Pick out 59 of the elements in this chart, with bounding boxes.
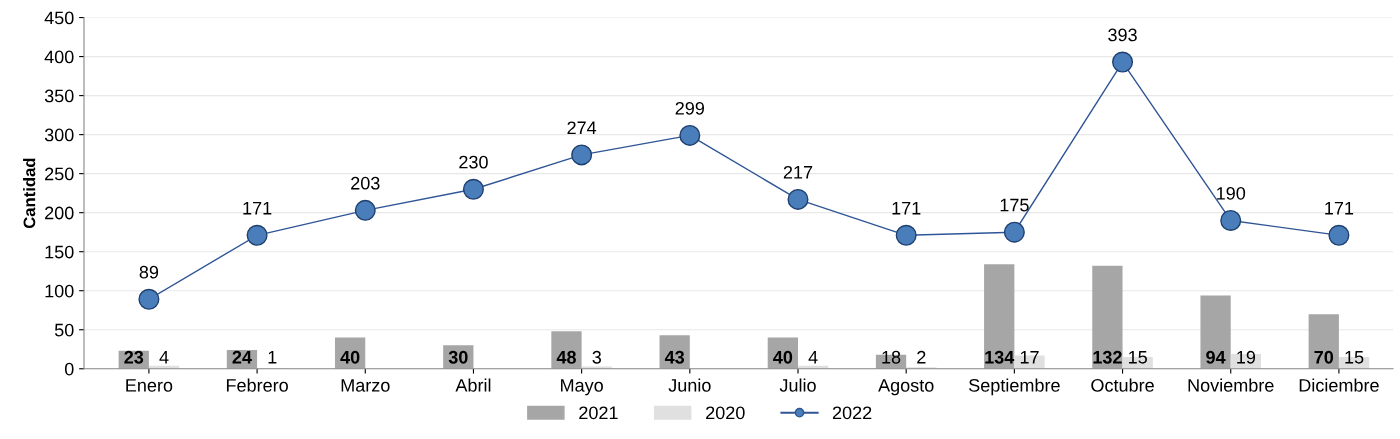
data-label: 24 [232,350,252,364]
y-tick-label: 450 [44,11,74,25]
x-tick-label: Julio [779,378,816,392]
y-tick-label: 350 [44,89,74,103]
data-label: 18 [882,350,901,364]
x-tick-label: Noviembre [1188,378,1274,392]
y-tick-label: 50 [54,323,74,337]
x-tick-label: Abril [455,378,491,392]
data-label: 48 [556,350,576,364]
data-label: 393 [1108,28,1137,42]
data-label: 4 [159,351,169,364]
data-label: 94 [1206,350,1226,364]
x-tick-label: Diciembre [1299,378,1379,392]
data-label: 171 [243,201,272,215]
x-tick-label: Octubre [1091,378,1154,392]
x-tick-label: Septiembre [969,378,1060,396]
y-tick-label: 100 [45,284,74,298]
y-tick-label: 150 [45,245,74,259]
data-label: 190 [1217,186,1246,200]
x-tick-label: Agosto [878,379,934,396]
y-tick-label: 0 [64,362,74,376]
data-label: 171 [1325,201,1354,215]
data-label: 19 [1237,350,1256,364]
data-label: 274 [567,121,597,134]
data-label: 217 [783,165,813,179]
x-tick-label: Enero [126,379,173,392]
x-tick-label: Febrero [226,378,288,392]
legend-label: 2022 [832,406,872,420]
y-tick-label: 200 [45,206,74,220]
y-axis-title: Cantidad [23,158,36,229]
data-label: 89 [139,265,159,279]
x-tick-label: Junio [668,378,711,392]
data-label: 15 [1129,351,1147,364]
data-label: 70 [1314,350,1334,364]
data-label: 43 [664,350,685,364]
legend-label: 2020 [706,406,745,420]
y-tick-label: 300 [44,128,74,142]
y-tick-label: 250 [45,167,74,181]
data-label: 203 [351,176,380,190]
data-label: 4 [808,351,818,364]
data-label: 17 [1020,351,1039,364]
x-tick-label: Marzo [341,379,390,392]
data-label: 40 [773,350,793,364]
data-label: 132 [1093,350,1122,364]
x-tick-label: Mayo [561,379,603,396]
data-label: 15 [1345,351,1364,364]
data-label: 1 [268,351,277,364]
data-label: 175 [1000,198,1029,212]
data-label: 134 [985,350,1015,364]
data-label: 30 [448,350,468,364]
data-label: 40 [340,350,360,364]
data-label: 3 [592,350,602,364]
data-label: 230 [459,155,488,169]
legend-label: 2021 [579,406,618,420]
data-label: 171 [892,201,921,215]
y-tick-label: 400 [44,50,74,64]
data-label: 299 [675,101,705,115]
data-label: 23 [124,350,144,364]
data-label: 2 [917,350,926,364]
